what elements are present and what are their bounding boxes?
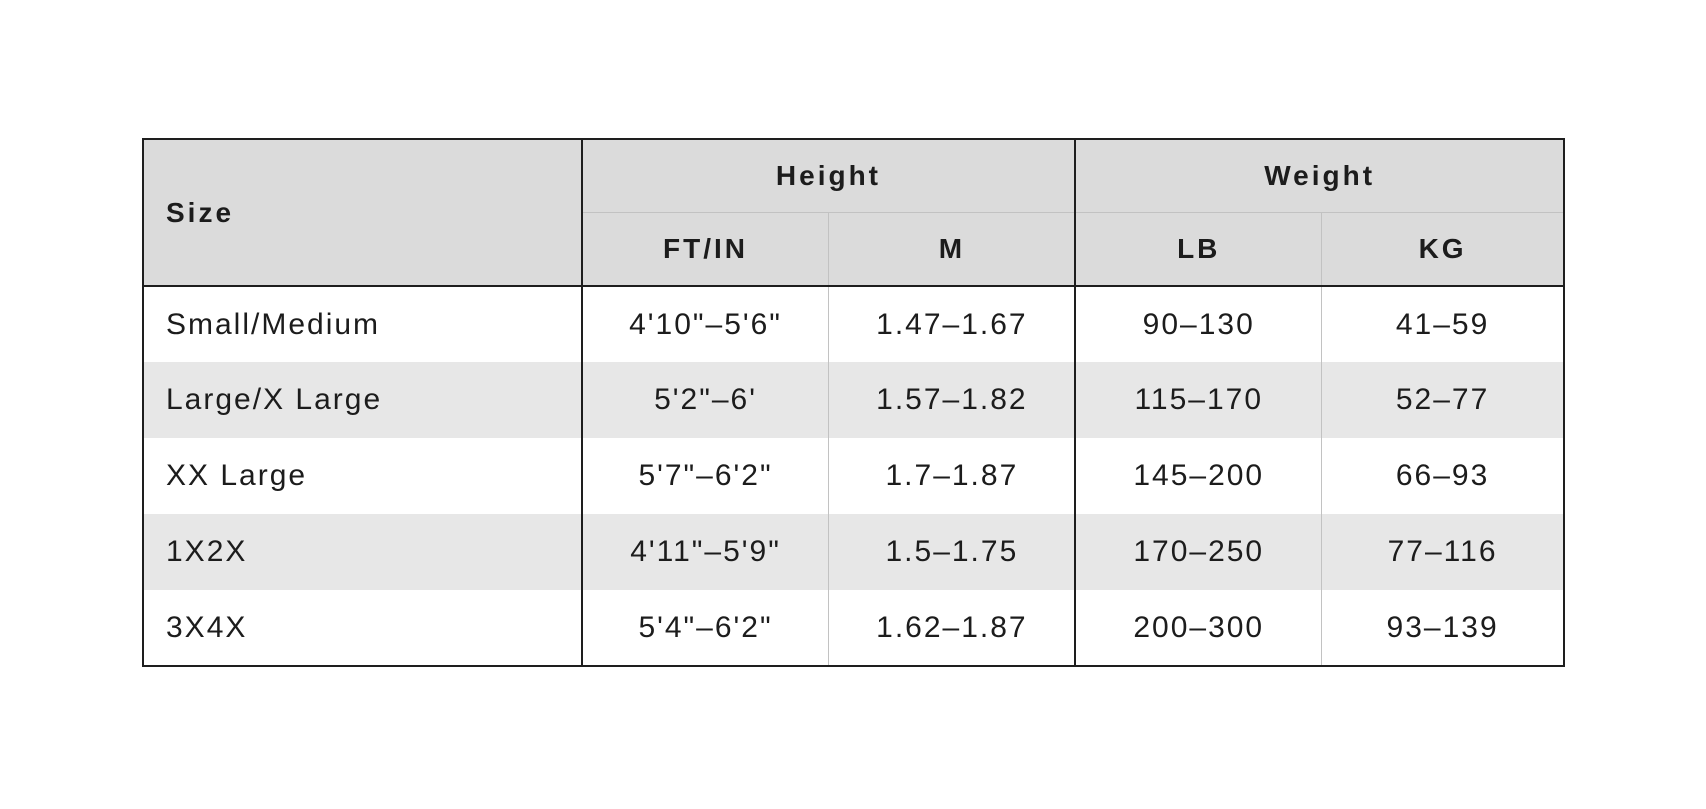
size-chart-table: Size Height Weight FT/IN M LB KG Small/M… <box>142 138 1565 667</box>
cell-weight-lb: 145–200 <box>1075 438 1323 514</box>
cell-height-ftin: 4'10"–5'6" <box>581 286 830 362</box>
column-group-height: Height <box>581 139 1077 213</box>
cell-weight-lb: 115–170 <box>1075 362 1323 438</box>
cell-height-m: 1.57–1.82 <box>828 362 1077 438</box>
table-row: 3X4X 5'4"–6'2" 1.62–1.87 200–300 93–139 <box>143 590 1564 666</box>
cell-height-ftin: 5'2"–6' <box>581 362 830 438</box>
cell-size: Large/X Large <box>143 362 583 438</box>
table-row: 1X2X 4'11"–5'9" 1.5–1.75 170–250 77–116 <box>143 514 1564 590</box>
cell-height-ftin: 5'7"–6'2" <box>581 438 830 514</box>
column-header-kg: KG <box>1321 212 1564 287</box>
cell-size: XX Large <box>143 438 583 514</box>
cell-height-m: 1.62–1.87 <box>828 590 1077 666</box>
cell-weight-lb: 90–130 <box>1075 286 1323 362</box>
column-group-weight: Weight <box>1075 139 1564 213</box>
cell-size: 3X4X <box>143 590 583 666</box>
cell-height-ftin: 5'4"–6'2" <box>581 590 830 666</box>
table-row: Small/Medium 4'10"–5'6" 1.47–1.67 90–130… <box>143 286 1564 362</box>
cell-height-ftin: 4'11"–5'9" <box>581 514 830 590</box>
table-body: Small/Medium 4'10"–5'6" 1.47–1.67 90–130… <box>143 286 1564 666</box>
table-header: Size Height Weight FT/IN M LB KG <box>143 139 1564 287</box>
cell-weight-kg: 66–93 <box>1395 459 1490 492</box>
column-header-ftin: FT/IN <box>581 212 830 287</box>
column-header-m: M <box>828 212 1077 287</box>
cell-weight-kg: 93–139 <box>1386 610 1499 644</box>
cell-weight-kg: 77–116 <box>1321 514 1564 590</box>
cell-height-m: 1.47–1.67 <box>828 286 1077 362</box>
cell-size: Small/Medium <box>143 286 583 362</box>
table-row: XX Large 5'7"–6'2" 1.7–1.87 145–200 66–9… <box>143 438 1564 514</box>
column-header-lb: LB <box>1075 212 1323 287</box>
table-row: Large/X Large 5'2"–6' 1.57–1.82 115–170 … <box>143 362 1564 438</box>
header-sub-row: FT/IN M LB KG <box>143 212 1564 287</box>
cell-height-m: 1.7–1.87 <box>828 438 1077 514</box>
cell-weight-lb: 200–300 <box>1075 590 1323 666</box>
cell-weight-kg: 41–59 <box>1395 307 1490 341</box>
cell-weight-lb: 170–250 <box>1075 514 1323 590</box>
cell-weight-kg: 52–77 <box>1321 362 1564 438</box>
cell-height-m: 1.5–1.75 <box>828 514 1077 590</box>
header-group-row: Size Height Weight <box>143 139 1564 287</box>
column-header-size: Size <box>143 139 583 287</box>
cell-size: 1X2X <box>143 514 583 590</box>
